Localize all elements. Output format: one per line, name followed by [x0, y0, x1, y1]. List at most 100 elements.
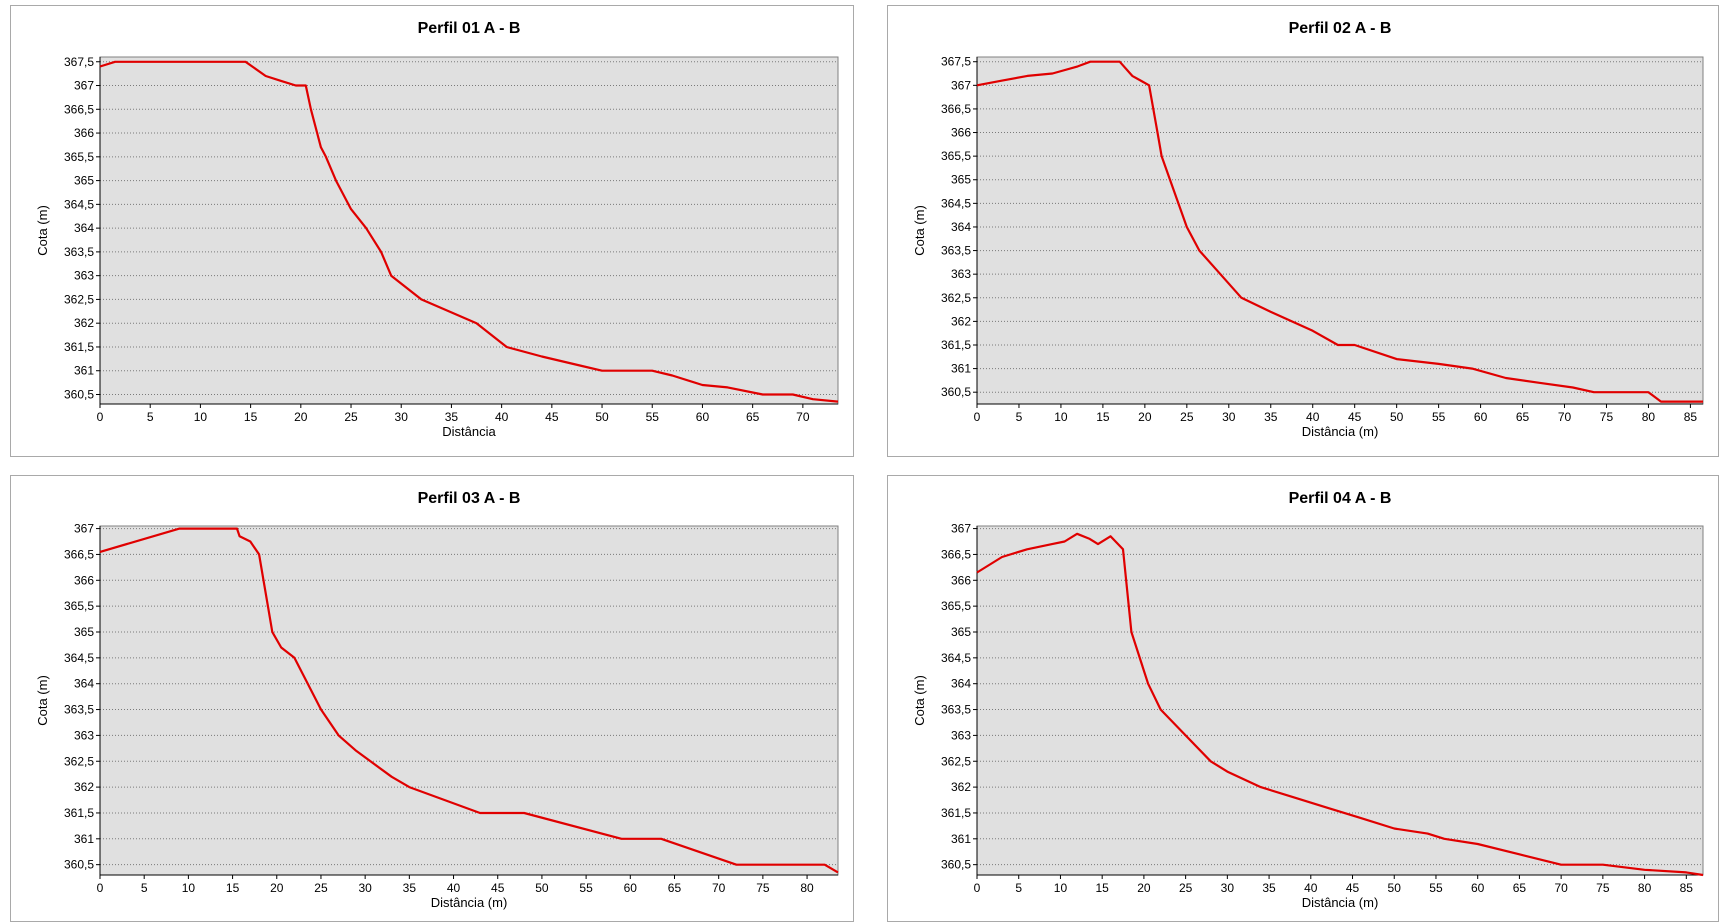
x-tick-label: 0	[974, 881, 981, 895]
y-tick-label: 360,5	[941, 385, 971, 399]
x-tick-label: 25	[344, 410, 358, 424]
y-tick-label: 367,5	[941, 55, 971, 69]
profile-line	[976, 60, 1703, 403]
x-tick-label: 35	[1264, 410, 1278, 424]
x-tick-label: 5	[1016, 410, 1023, 424]
y-tick-label: 364	[74, 221, 94, 235]
y-axis-label: Cota (m)	[912, 675, 927, 726]
chart-title: Perfil 02 A - B	[1289, 20, 1392, 37]
y-tick-label: 364,5	[941, 196, 971, 210]
x-tick-label: 10	[194, 410, 208, 424]
y-tick-label: 361	[951, 832, 971, 846]
x-tick-label: 40	[1304, 881, 1318, 895]
y-tick-label: 361,5	[64, 806, 94, 820]
x-tick-label: 85	[1680, 881, 1694, 895]
y-tick-label: 363	[74, 728, 94, 742]
x-tick-label: 35	[403, 881, 417, 895]
x-tick-label: 70	[796, 410, 810, 424]
y-tick-label: 365	[74, 625, 94, 639]
x-tick-label: 25	[1179, 881, 1193, 895]
y-tick-label: 365,5	[64, 599, 94, 613]
chart-title: Perfil 03 A - B	[418, 490, 521, 507]
y-tick-label: 360,5	[64, 858, 94, 872]
y-tick-label: 365,5	[941, 599, 971, 613]
x-tick-label: 0	[97, 881, 104, 895]
y-tick-label: 364,5	[941, 651, 971, 665]
x-tick-label: 30	[1221, 881, 1235, 895]
x-tick-label: 55	[646, 410, 660, 424]
x-tick-label: 50	[535, 881, 549, 895]
chart-perfil-03: 367 366,5 366 365,5 365 364,5 364 363,5 363 362,5…	[35, 490, 839, 910]
x-tick-label: 70	[712, 881, 726, 895]
chart-perfil-04: 367 366,5 366 365,5 365 364,5 364 363,5 363 362,5…	[912, 490, 1704, 910]
y-tick-label: 363,5	[64, 703, 94, 717]
plot-area	[976, 525, 1704, 876]
x-tick-label: 70	[1554, 881, 1568, 895]
profile-line	[99, 527, 839, 874]
x-tick-label: 25	[314, 881, 328, 895]
y-tick-label: 363,5	[941, 244, 971, 258]
x-tick-label: 85	[1684, 410, 1698, 424]
y-tick-label: 362,5	[941, 754, 971, 768]
x-tick-label: 65	[746, 410, 760, 424]
x-tick-label: 80	[1642, 410, 1656, 424]
x-tick-label: 15	[244, 410, 258, 424]
y-tick-label: 367	[74, 522, 94, 536]
y-tick-label: 363,5	[64, 245, 94, 259]
x-tick-label: 65	[668, 881, 682, 895]
x-tick-label: 0	[97, 410, 104, 424]
y-axis-label: Cota (m)	[35, 205, 50, 256]
x-tick-label: 10	[182, 881, 196, 895]
y-axis-label: Cota (m)	[35, 675, 50, 726]
x-tick-label: 20	[270, 881, 284, 895]
x-tick-label: 60	[1471, 881, 1485, 895]
y-tick-label: 362,5	[64, 754, 94, 768]
y-tick-label: 363	[951, 728, 971, 742]
y-tick-label: 361	[74, 364, 94, 378]
x-tick-label: 35	[1262, 881, 1276, 895]
chart-panel-perfil-03: 367 366,5 366 365,5 365 364,5 364 363,5 363 362,5…	[10, 475, 854, 922]
y-tick-label: 366	[951, 573, 971, 587]
x-tick-label: 30	[1222, 410, 1236, 424]
x-tick-label: 50	[1388, 881, 1402, 895]
plot-area	[99, 525, 839, 876]
plot-area	[976, 56, 1704, 405]
x-axis-label: Distância (m)	[1302, 895, 1379, 910]
y-tick-label: 361,5	[941, 338, 971, 352]
y-tick-label: 366,5	[64, 547, 94, 561]
y-tick-label: 362	[74, 316, 94, 330]
y-tick-label: 367,5	[64, 55, 94, 69]
y-tick-label: 362	[951, 780, 971, 794]
y-tick-label: 364,5	[64, 651, 94, 665]
x-tick-label: 45	[1346, 881, 1360, 895]
x-tick-label: 50	[595, 410, 609, 424]
x-tick-label: 5	[1015, 881, 1022, 895]
chart-panel-perfil-04: 367 366,5 366 365,5 365 364,5 364 363,5 363 362,5…	[887, 475, 1719, 922]
y-tick-label: 362	[74, 780, 94, 794]
y-tick-label: 363	[74, 269, 94, 283]
x-tick-label: 75	[1600, 410, 1614, 424]
x-tick-label: 50	[1390, 410, 1404, 424]
x-axis-label: Distância	[442, 424, 496, 439]
x-tick-label: 20	[1138, 410, 1152, 424]
chart-title: Perfil 01 A - B	[418, 20, 521, 37]
y-tick-label: 365	[951, 173, 971, 187]
x-tick-label: 55	[1429, 881, 1443, 895]
y-tick-label: 364,5	[64, 197, 94, 211]
y-tick-label: 362	[951, 314, 971, 328]
y-tick-label: 366,5	[941, 547, 971, 561]
y-tick-label: 367	[951, 78, 971, 92]
x-tick-label: 30	[358, 881, 372, 895]
profile-line	[976, 532, 1704, 877]
x-tick-label: 75	[1596, 881, 1610, 895]
x-tick-label: 40	[1306, 410, 1320, 424]
x-tick-label: 40	[447, 881, 461, 895]
y-tick-label: 364	[74, 677, 94, 691]
y-tick-label: 365	[951, 625, 971, 639]
y-tick-label: 361,5	[941, 806, 971, 820]
x-tick-label: 5	[141, 881, 148, 895]
x-tick-label: 60	[696, 410, 710, 424]
y-tick-label: 361	[74, 832, 94, 846]
y-tick-label: 362,5	[941, 291, 971, 305]
x-tick-label: 0	[974, 410, 981, 424]
